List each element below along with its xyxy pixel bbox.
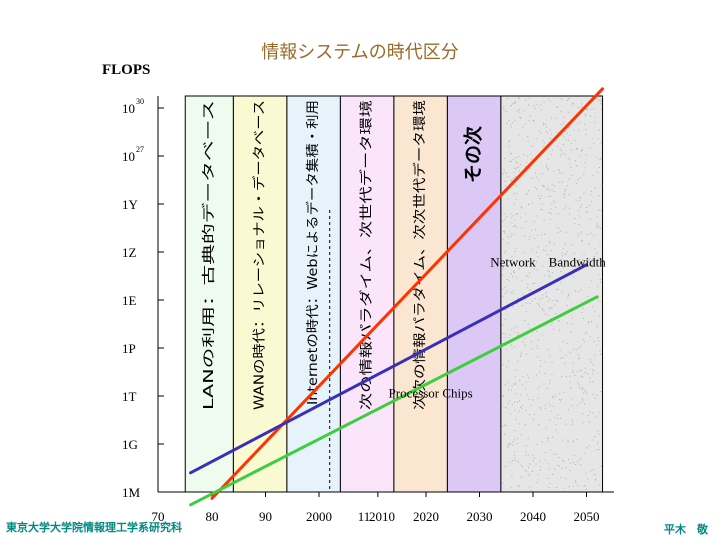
- series-annotation-1: Processor Chips: [389, 386, 473, 401]
- era-label-3: 次の情報パラダイム、次世代データ環境: [359, 100, 375, 410]
- era-label-4: 次次の情報パラダイム、次次世代データ環境: [412, 100, 428, 410]
- x-tick-label-5: 2010: [369, 509, 395, 524]
- x-tick-label-3: 2000: [306, 509, 332, 524]
- series-line-0: [210, 87, 605, 500]
- x-tick-label-9: 2050: [574, 509, 600, 524]
- era-band-0: [184, 95, 234, 493]
- footer-author: 平木 敬: [664, 523, 708, 536]
- era-label-2: Internetの時代：Webによるデータ集積・利用: [305, 100, 321, 405]
- y-tick-label-4: 1E: [122, 293, 137, 308]
- y-tick-label-3: 1P: [122, 341, 136, 356]
- x-tick-label-6: 2020: [413, 509, 439, 524]
- x-tick-label-1: 80: [206, 509, 219, 524]
- x-tick-label-8: 2040: [520, 509, 546, 524]
- era-label-1: WANの時代：リレーショナル・データベース: [252, 100, 268, 410]
- x-tick-label-4: 11: [358, 509, 371, 524]
- y-tick-sup-8: 30: [136, 97, 144, 106]
- footer-affiliation: 東京大学大学院情報理工学系研究科: [6, 521, 182, 534]
- y-tick-label-6: 1Y: [122, 197, 139, 212]
- y-tick-label-8: 10: [122, 101, 135, 116]
- y-tick-label-7: 10: [122, 149, 135, 164]
- era-band-2: [286, 95, 341, 493]
- x-tick-label-0: 70: [152, 509, 165, 524]
- series-line-2: [189, 295, 599, 507]
- y-tick-label-1: 1G: [122, 437, 138, 452]
- era-label-5: その次: [462, 126, 485, 183]
- y-axis-label: FLOPS: [102, 62, 151, 78]
- y-tick-label-5: 1Z: [122, 245, 137, 260]
- x-tick-label-2: 90: [259, 509, 272, 524]
- series-annotation-0: Network Bandwidth: [490, 254, 606, 269]
- era-band-5: [446, 95, 502, 493]
- era-band-3: [339, 95, 395, 493]
- era-label-0: LANの利用：古典的データベース: [201, 100, 217, 410]
- y-tick-sup-7: 27: [136, 145, 144, 154]
- x-tick-label-7: 2030: [467, 509, 493, 524]
- slide-title: 情報システムの時代区分: [261, 42, 459, 63]
- series-line-1: [189, 263, 588, 475]
- y-tick-label-2: 1T: [122, 389, 137, 404]
- era-band-6: [500, 95, 604, 493]
- y-tick-label-0: 1M: [122, 485, 141, 500]
- era-band-4: [393, 95, 448, 493]
